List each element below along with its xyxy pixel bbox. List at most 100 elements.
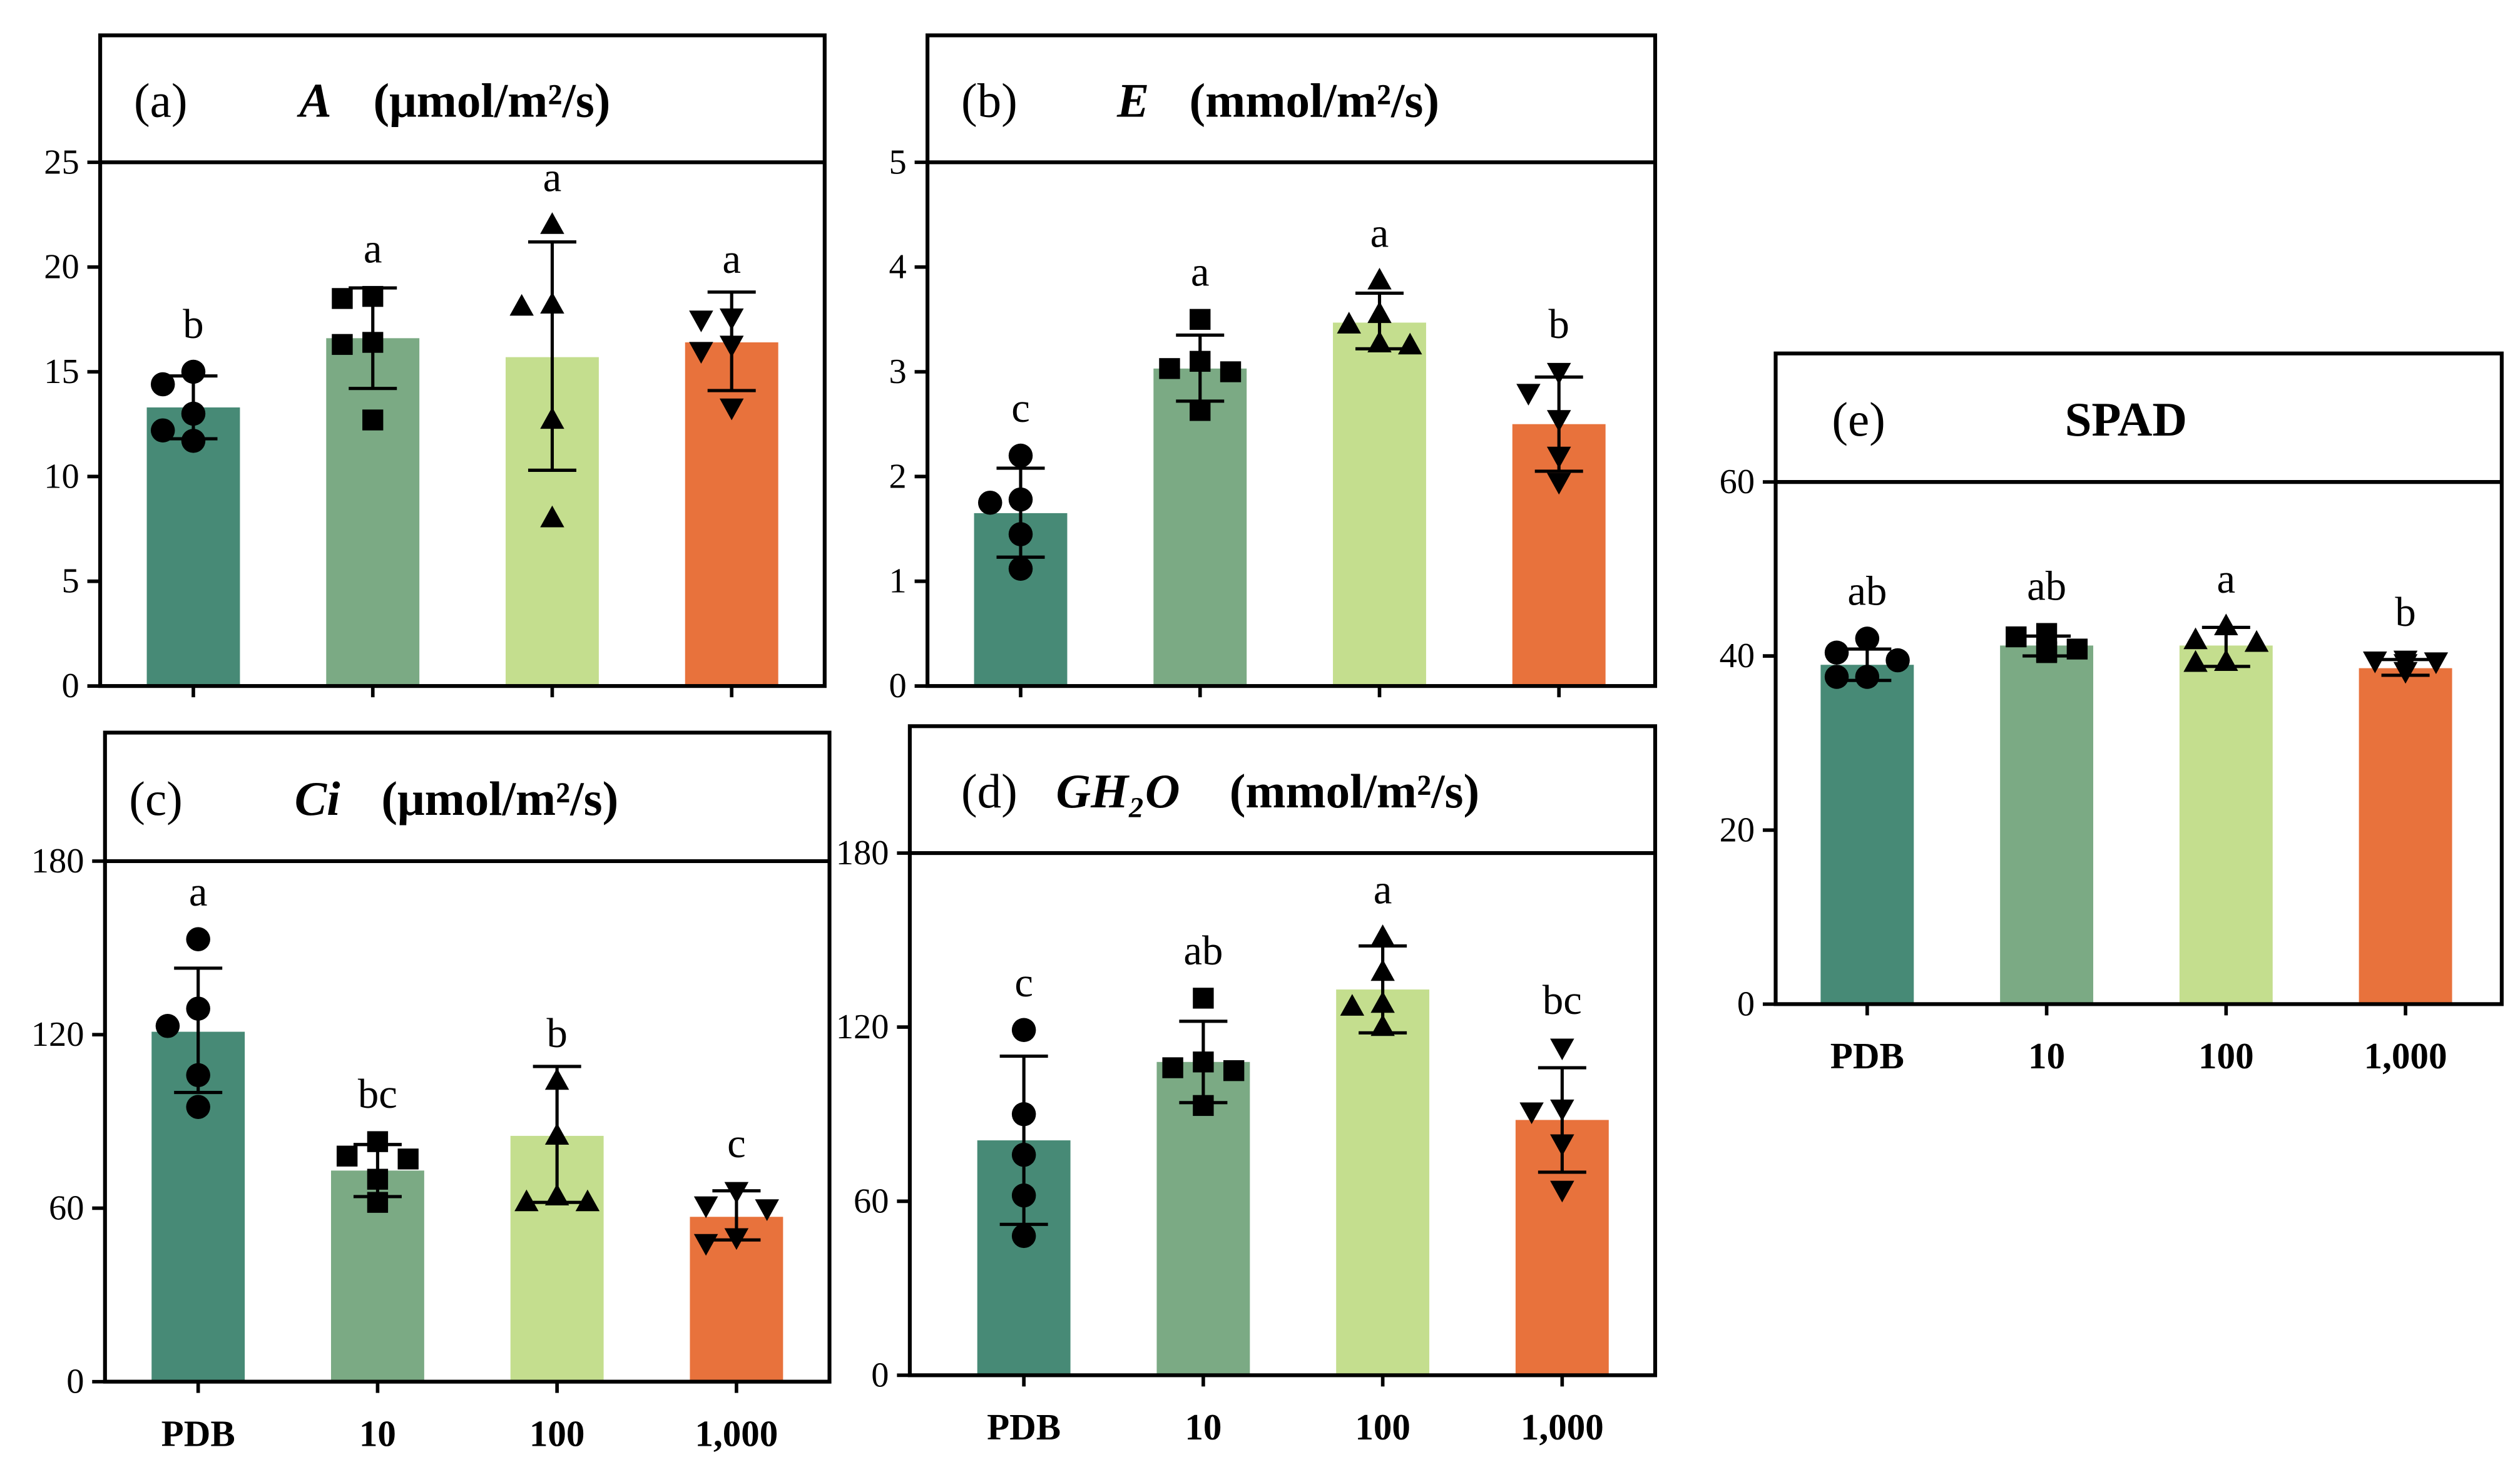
panel-b-point-pdb-3: [977, 490, 1002, 515]
panel-c-point-1000-4: [724, 1228, 749, 1250]
panel-a-point-100-3: [509, 294, 534, 316]
panel-c-point-100-2: [544, 1123, 569, 1145]
panel-d-unit-title: (mmol/m²/s): [1230, 764, 1479, 818]
panel-c-frame: [103, 730, 832, 1384]
panel-d-point-100-4: [1340, 994, 1365, 1016]
panel-d-y-tick-label: 60: [854, 1182, 889, 1220]
panel-c-significance-pdb: a: [189, 869, 208, 915]
panel-d-y-tick-label: 0: [871, 1356, 889, 1394]
panel-b-point-100-4: [1367, 330, 1392, 352]
panel-a-point-pdb-1: [181, 359, 206, 384]
panel-b-y-tick-label: 0: [889, 667, 907, 705]
panel-a-point-100-1: [540, 212, 564, 234]
panel-e-bar-100: [2179, 645, 2273, 1004]
panel-e-point-100-4: [2214, 649, 2238, 672]
panel-d-point-100-3: [1370, 991, 1395, 1013]
panel-a-point-10-3: [362, 332, 384, 353]
panel-c-point-10-2: [336, 1145, 358, 1167]
panel-e-point-pdb-2: [1824, 640, 1849, 665]
panel-c-point-1000-3: [755, 1199, 779, 1221]
panel-a-error-bar-100: [528, 240, 576, 472]
panel-a-point-1000-3: [719, 335, 744, 358]
panel-d-point-10-4: [1223, 1060, 1245, 1081]
panel-d-point-pdb-5: [1011, 1224, 1036, 1249]
panel-b-point-100-2: [1367, 301, 1392, 324]
panel-d-y-tick-label: 180: [836, 834, 889, 872]
panel-e-y-tick-label: 60: [1720, 463, 1755, 501]
panel-c-point-10-1: [367, 1131, 389, 1152]
panel-d-point-10-2: [1193, 1051, 1214, 1073]
panel-c-y-tick-label: 0: [66, 1362, 84, 1401]
panel-e-point-pdb-3: [1885, 648, 1910, 673]
panel-a-point-1000-4: [689, 342, 713, 364]
panel-b-y-tick-label: 5: [889, 143, 907, 181]
panel-d-point-1000-4: [1550, 1134, 1574, 1157]
panel-b-variable-title: E: [1116, 73, 1149, 127]
panel-a-y-tick-label: 0: [61, 667, 79, 705]
panel-c-significance-100: b: [546, 1011, 567, 1056]
panel-b-point-pdb-2: [1008, 487, 1033, 512]
panel-e-point-100-2: [2183, 627, 2208, 650]
panel-e-point-1000-5: [2393, 662, 2418, 684]
panel-e-point-1000-2: [2363, 652, 2387, 673]
panel-b-point-10-1: [1190, 309, 1211, 330]
panel-b-point-1000-2: [1516, 384, 1541, 406]
panel-e-point-10-1: [2036, 623, 2058, 644]
panel-c-point-10-4: [367, 1168, 389, 1190]
panel-c-point-100-5: [575, 1189, 600, 1212]
panel-b-point-1000-5: [1546, 473, 1571, 495]
panel-a-bar-10: [326, 338, 420, 687]
panel-a-frame: [98, 33, 827, 688]
panel-a-point-1000-5: [719, 398, 744, 421]
panel-c-category-label-10: 10: [359, 1413, 396, 1454]
panel-d-point-1000-5: [1550, 1180, 1574, 1203]
panel-c-y-tick-label: 60: [49, 1189, 84, 1227]
panel-b-frame: [926, 33, 1658, 688]
panel-e-point-pdb-1: [1855, 626, 1880, 651]
panel-a-label: (a): [134, 73, 187, 127]
panel-e-variable-title: SPAD: [2065, 392, 2187, 446]
panel-c-significance-10: bc: [358, 1071, 397, 1117]
panel-e-point-pdb-4: [1855, 665, 1880, 689]
panel-e-category-label-pdb: PDB: [1830, 1035, 1904, 1076]
panel-e-y-tick-label: 0: [1737, 984, 1755, 1023]
panel-b-significance-10: a: [1191, 249, 1210, 295]
panel-d-y-tick-label: 120: [836, 1008, 889, 1046]
panel-e-significance-1000: b: [2395, 590, 2415, 635]
panel-a-bar-1000: [685, 342, 778, 687]
panel-a-point-1000-2: [689, 310, 713, 332]
panel-e-point-10-3: [2066, 638, 2088, 660]
panel-c-label: (c): [129, 772, 182, 826]
panel-c-point-pdb-1: [186, 927, 210, 951]
panel-d-point-1000-1: [1550, 1038, 1574, 1061]
panel-d-frame: [907, 724, 1658, 1378]
panel-b-y-tick-label: 4: [889, 248, 907, 287]
panel-d-label: (d): [961, 764, 1018, 818]
panel-b-y-tick-label: 1: [889, 562, 907, 601]
panel-e-significance-100: a: [2217, 556, 2236, 602]
panel-b-point-10-3: [1159, 358, 1180, 379]
panel-d-point-100-5: [1370, 1014, 1395, 1036]
panel-b-significance-pdb: c: [1011, 386, 1030, 431]
panel-b-bar-100: [1333, 322, 1426, 687]
panel-c-y-tick-label: 120: [31, 1015, 84, 1054]
panel-d-significance-10: ab: [1183, 928, 1223, 974]
panel-a-point-1000-1: [719, 308, 744, 330]
panel-c-point-100-4: [514, 1189, 539, 1212]
panel-e-frame: [1773, 351, 2504, 1006]
panel-a-point-10-2: [332, 288, 353, 309]
panel-e-y-tick-label: 20: [1720, 810, 1755, 849]
panel-a-variable-title: A: [297, 73, 331, 127]
panel-c-variable-title: Ci: [295, 772, 340, 826]
panel-c-point-10-5: [367, 1192, 389, 1213]
panel-c-point-pdb-5: [186, 1095, 210, 1119]
panel-b-significance-1000: b: [1549, 302, 1569, 347]
panel-d-point-pdb-3: [1011, 1142, 1036, 1167]
panel-e-category-label-10: 10: [2028, 1035, 2065, 1076]
panel-b-point-100-5: [1398, 332, 1422, 355]
panel-e-label: (e): [1832, 392, 1885, 446]
panel-c-point-1000-2: [693, 1196, 718, 1219]
panel-a-y-tick-label: 10: [44, 457, 79, 496]
panel-c-point-1000-5: [693, 1234, 718, 1256]
